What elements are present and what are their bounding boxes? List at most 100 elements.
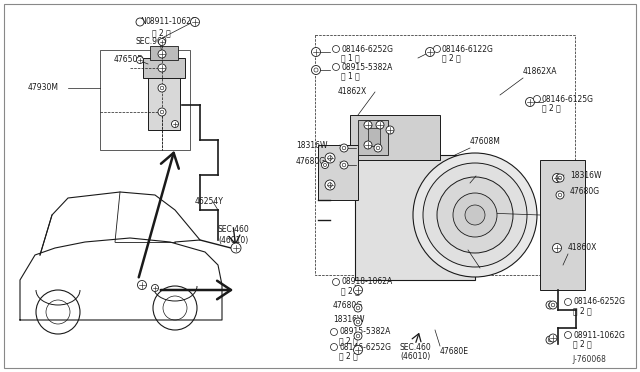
Circle shape	[333, 279, 339, 285]
Text: 〈 1 〉: 〈 1 〉	[341, 71, 360, 80]
Text: (46010): (46010)	[218, 235, 248, 244]
Text: 08146-6252G: 08146-6252G	[573, 298, 625, 307]
Circle shape	[136, 57, 143, 64]
Text: 〈 2 〉: 〈 2 〉	[152, 29, 171, 38]
Circle shape	[548, 338, 552, 342]
Circle shape	[551, 303, 555, 307]
Text: 47680G: 47680G	[296, 157, 326, 167]
Bar	[368, 128, 380, 146]
Circle shape	[136, 18, 144, 26]
Text: 08146-6252G: 08146-6252G	[341, 45, 393, 54]
Circle shape	[138, 280, 147, 289]
Circle shape	[172, 121, 179, 128]
Circle shape	[433, 45, 440, 52]
Circle shape	[325, 153, 335, 163]
Circle shape	[552, 173, 561, 183]
Circle shape	[356, 320, 360, 324]
Text: 08146-6252G: 08146-6252G	[339, 343, 391, 352]
Text: 47680G: 47680G	[333, 301, 363, 310]
Text: SEC.460: SEC.460	[400, 343, 432, 353]
Bar	[540, 160, 585, 290]
Circle shape	[312, 48, 321, 57]
Circle shape	[546, 336, 554, 344]
Circle shape	[386, 126, 394, 134]
Text: 47810: 47810	[476, 166, 500, 174]
Circle shape	[564, 331, 572, 339]
Circle shape	[356, 334, 360, 338]
Text: 〈 2 〉: 〈 2 〉	[339, 337, 358, 346]
Bar	[358, 120, 388, 155]
Circle shape	[426, 48, 435, 57]
Circle shape	[556, 174, 564, 182]
Circle shape	[158, 84, 166, 92]
Circle shape	[423, 163, 527, 267]
Circle shape	[152, 285, 159, 292]
Circle shape	[314, 68, 318, 72]
Circle shape	[453, 193, 497, 237]
Circle shape	[231, 243, 241, 253]
Circle shape	[564, 298, 572, 305]
Text: 〈 2 〉: 〈 2 〉	[542, 103, 561, 112]
Circle shape	[353, 346, 362, 355]
Circle shape	[525, 97, 534, 106]
Text: 47930M: 47930M	[28, 83, 59, 93]
Circle shape	[342, 146, 346, 150]
Bar	[143, 58, 185, 78]
Circle shape	[465, 205, 485, 225]
Circle shape	[160, 110, 164, 114]
Text: 〈 2 〉: 〈 2 〉	[339, 352, 358, 360]
Bar	[148, 58, 180, 130]
Text: 18316W: 18316W	[333, 314, 365, 324]
Text: 08915-5382A: 08915-5382A	[339, 327, 390, 337]
Text: SEC.969: SEC.969	[136, 38, 168, 46]
Circle shape	[558, 193, 562, 197]
Text: 47680E: 47680E	[440, 347, 469, 356]
Text: N: N	[332, 64, 337, 70]
Text: SEC.460: SEC.460	[218, 225, 250, 234]
Circle shape	[330, 328, 337, 336]
Text: 〈 2 〉: 〈 2 〉	[442, 54, 461, 62]
Bar	[315, 35, 575, 275]
Circle shape	[552, 244, 561, 253]
Circle shape	[548, 303, 552, 307]
Text: (46010): (46010)	[400, 353, 430, 362]
Circle shape	[326, 154, 334, 162]
Circle shape	[534, 96, 541, 103]
Circle shape	[158, 108, 166, 116]
Text: 47650D: 47650D	[114, 55, 144, 64]
Circle shape	[556, 191, 564, 199]
Circle shape	[159, 38, 166, 45]
Bar	[350, 115, 440, 160]
Circle shape	[158, 50, 166, 58]
Text: 41862X: 41862X	[338, 87, 367, 96]
Circle shape	[158, 64, 166, 72]
Text: B: B	[332, 46, 337, 52]
Circle shape	[160, 86, 164, 90]
Circle shape	[354, 304, 362, 312]
Circle shape	[328, 156, 332, 160]
Circle shape	[353, 285, 362, 295]
Text: B: B	[330, 344, 335, 350]
Text: 08915-5382A: 08915-5382A	[341, 62, 392, 71]
Circle shape	[364, 141, 372, 149]
Circle shape	[326, 181, 334, 189]
Bar	[150, 46, 178, 60]
Circle shape	[321, 161, 328, 169]
Text: 〈 2 〉: 〈 2 〉	[341, 286, 360, 295]
Circle shape	[191, 17, 200, 26]
Circle shape	[325, 180, 335, 190]
Text: 47680G: 47680G	[570, 187, 600, 196]
Text: 08146-6125G: 08146-6125G	[542, 94, 594, 103]
Text: 41930X: 41930X	[468, 240, 497, 248]
Circle shape	[549, 301, 557, 309]
Circle shape	[437, 177, 513, 253]
Circle shape	[413, 153, 537, 277]
Bar	[100, 50, 190, 150]
Text: 46254Y: 46254Y	[195, 198, 224, 206]
Text: 18316W: 18316W	[296, 141, 328, 150]
Circle shape	[323, 163, 326, 167]
Text: N: N	[564, 332, 569, 338]
Circle shape	[312, 65, 321, 74]
Bar	[315, 35, 575, 275]
Text: 47608M: 47608M	[470, 138, 501, 147]
